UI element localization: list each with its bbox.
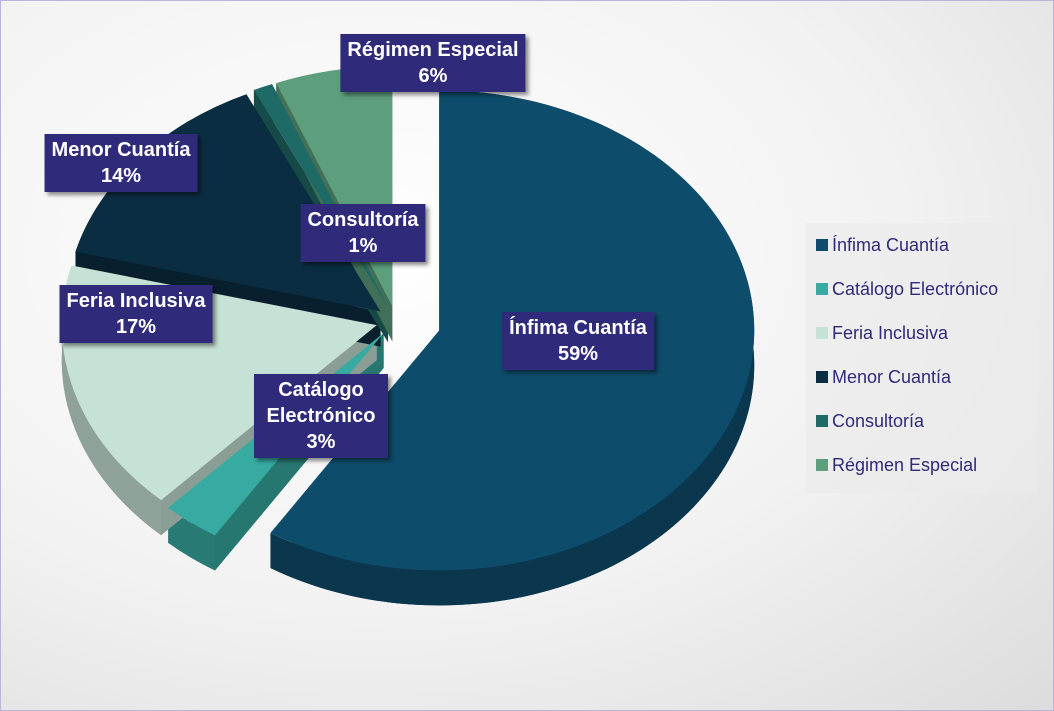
legend-item: Consultoría [816, 411, 924, 432]
data-label-value: 1% [348, 235, 378, 257]
slice-side [61, 265, 162, 536]
legend-item: Catálogo Electrónico [816, 279, 998, 300]
legend-swatch [816, 239, 828, 251]
data-label-category: Ínfima Cuantía [509, 317, 647, 339]
data-label-value: 17% [115, 316, 157, 338]
legend-label: Catálogo Electrónico [832, 279, 999, 299]
data-label: Régimen Especial 6% [340, 34, 526, 92]
data-label-value: 6% [418, 65, 448, 87]
legend-label: Menor Cuantía [832, 367, 952, 387]
data-label-category: Feria Inclusiva [66, 290, 206, 312]
data-label: Consultoría 1% [300, 204, 426, 262]
legend-swatch [816, 371, 828, 383]
slice-side [270, 90, 755, 606]
legend-item: Régimen Especial [816, 455, 977, 476]
data-label-value: 3% [306, 431, 336, 453]
legend-label: Régimen Especial [832, 455, 978, 475]
data-label-category: Catálogo Electrónico [266, 379, 376, 427]
legend-swatch [816, 415, 828, 427]
data-label: Ínfima Cuantía 59% [502, 312, 654, 370]
legend: Ínfima Cuantía Catálogo Electrónico Feria … [806, 223, 1038, 493]
legend-item: Ínfima Cuantía [816, 235, 949, 256]
slice-side [168, 507, 215, 571]
legend-item: Menor Cuantía [816, 367, 951, 388]
data-label-value: 59% [557, 343, 599, 365]
legend-swatch [816, 459, 828, 471]
legend-label: Consultoría [832, 411, 925, 431]
data-label: Feria Inclusiva 17% [59, 285, 213, 343]
data-label: Catálogo Electrónico 3% [254, 374, 388, 458]
legend-swatch [816, 283, 828, 295]
data-label-category: Régimen Especial [347, 39, 519, 61]
legend-label: Feria Inclusiva [832, 323, 949, 343]
data-label-category: Menor Cuantía [51, 139, 191, 161]
data-label-category: Consultoría [307, 209, 419, 231]
data-label-value: 14% [100, 165, 142, 187]
legend-label: Ínfima Cuantía [832, 235, 950, 255]
data-label: Menor Cuantía 14% [44, 134, 198, 192]
legend-swatch [816, 327, 828, 339]
legend-item: Feria Inclusiva [816, 323, 948, 344]
